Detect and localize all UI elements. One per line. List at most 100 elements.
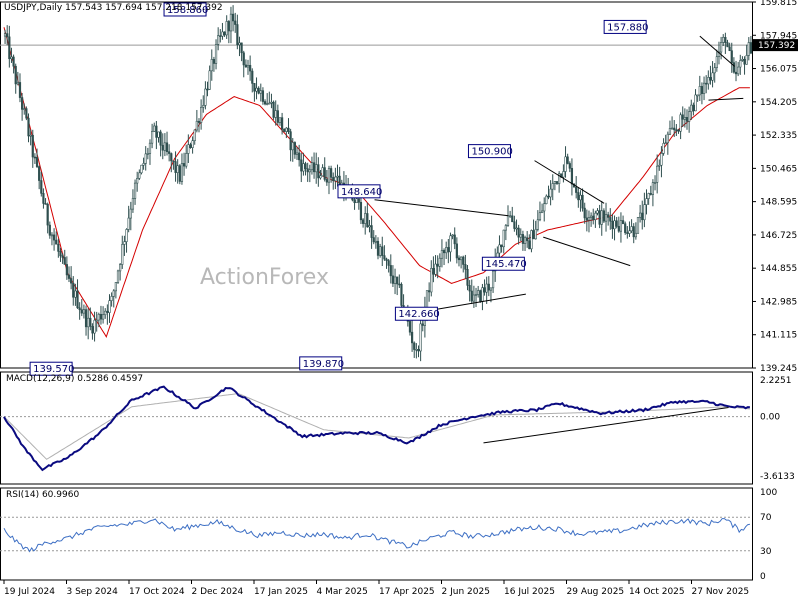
candle xyxy=(468,280,471,302)
candle xyxy=(389,254,392,284)
candle-body xyxy=(325,179,328,183)
candle xyxy=(442,248,446,266)
candle-body xyxy=(168,151,171,154)
candle xyxy=(138,169,141,181)
candle xyxy=(33,153,37,164)
candle xyxy=(602,208,605,224)
candle-body xyxy=(8,36,11,60)
candle-body xyxy=(726,42,729,48)
candle-body xyxy=(52,234,56,241)
price-tick-label: 142.985 xyxy=(760,297,797,307)
candle-body xyxy=(78,307,81,311)
candle xyxy=(511,206,514,223)
candle xyxy=(681,106,684,128)
rsi-tick-label: 0 xyxy=(760,572,766,582)
candle xyxy=(719,36,723,60)
candle xyxy=(558,171,561,193)
candle-body xyxy=(604,214,608,222)
candle xyxy=(206,81,209,97)
candle xyxy=(125,228,128,253)
candle-body xyxy=(438,257,441,267)
current-price-badge xyxy=(752,39,798,52)
candle xyxy=(364,206,367,235)
moving-average-line xyxy=(3,27,750,338)
candle xyxy=(136,171,139,192)
candle-body xyxy=(594,212,597,220)
candle-body xyxy=(366,213,369,228)
candle xyxy=(634,222,637,240)
candle-body xyxy=(193,129,196,141)
candle-body xyxy=(330,168,333,178)
candle xyxy=(739,54,742,75)
candle-body xyxy=(700,86,704,94)
candle xyxy=(108,294,111,323)
candle xyxy=(372,230,375,245)
candle-body xyxy=(327,168,331,183)
candle xyxy=(99,305,103,325)
candle xyxy=(466,265,469,291)
candle xyxy=(624,221,627,235)
candle xyxy=(76,279,79,309)
candle xyxy=(155,121,158,150)
candle xyxy=(334,167,337,190)
candle-body xyxy=(647,193,650,199)
candle xyxy=(611,213,614,239)
candle xyxy=(385,257,388,269)
candle xyxy=(242,50,245,78)
candle xyxy=(153,122,156,133)
candle xyxy=(170,152,173,173)
candle xyxy=(702,76,706,101)
candle xyxy=(121,235,124,269)
candle-body xyxy=(210,59,213,72)
candle-body xyxy=(596,210,599,214)
candle-body xyxy=(713,67,716,74)
candle xyxy=(393,268,397,295)
price-tick-label: 157.945 xyxy=(760,31,797,41)
candle-body xyxy=(502,229,505,248)
candle-body xyxy=(44,203,47,205)
candle xyxy=(185,144,188,169)
candle-body xyxy=(694,94,697,112)
candle xyxy=(523,235,527,252)
candle-body xyxy=(513,221,516,229)
candle-body xyxy=(749,42,753,54)
candle-body xyxy=(355,198,358,204)
candle-body xyxy=(432,268,435,275)
annotation-139-570: 139.570 xyxy=(29,361,74,376)
macd-label: MACD(12,26,9) 0.5286 0.4597 xyxy=(6,374,144,384)
candle-body xyxy=(489,287,493,291)
candle-body xyxy=(263,101,267,105)
candle xyxy=(12,54,15,74)
candle-body xyxy=(636,216,640,234)
candle-body xyxy=(272,101,275,118)
candle xyxy=(487,276,490,297)
annotation-157-880: 157.880 xyxy=(603,19,649,34)
candle xyxy=(293,141,296,159)
candle xyxy=(658,159,661,171)
pane-frame-0 xyxy=(0,1,753,369)
candle xyxy=(575,176,578,199)
candle-body xyxy=(57,243,60,252)
candle-body xyxy=(498,244,501,254)
annotation-158-860: 158.860 xyxy=(163,2,208,17)
candle-body xyxy=(221,31,224,37)
candle xyxy=(361,218,365,228)
candle-body xyxy=(679,114,682,132)
candle xyxy=(308,164,311,183)
candle-body xyxy=(234,20,237,25)
candle-body xyxy=(161,144,164,151)
candle xyxy=(291,138,294,162)
candle-body xyxy=(421,323,424,326)
candle-body xyxy=(195,120,198,131)
candle xyxy=(272,100,275,120)
candle xyxy=(129,201,132,231)
candle-body xyxy=(21,97,24,110)
candle xyxy=(677,129,680,134)
candle xyxy=(413,341,416,358)
candle xyxy=(545,194,548,205)
candle xyxy=(234,12,237,33)
candle xyxy=(455,237,458,264)
candle xyxy=(197,118,201,133)
candle-body xyxy=(728,46,731,51)
candle xyxy=(632,223,635,244)
